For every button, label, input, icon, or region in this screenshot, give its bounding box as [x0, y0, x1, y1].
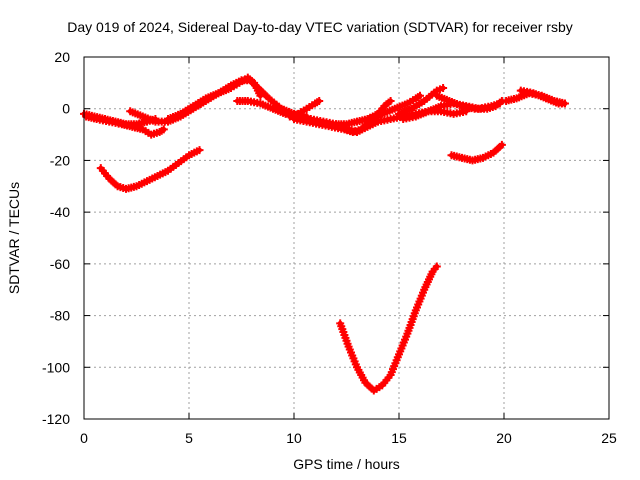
data-series: [80, 73, 569, 395]
x-tick-label: 15: [391, 430, 407, 446]
data-point: [560, 99, 569, 108]
axis-ticks: 0 5 10 15 20 25 20 0 -20 -40 -60 -80 -100 -120: [42, 49, 617, 446]
y-tick-label: -100: [42, 359, 70, 375]
series-arc-13: [432, 91, 506, 113]
x-axis-label: GPS time / hours: [293, 456, 400, 472]
series-arc-14: [336, 262, 441, 395]
series-arc-7: [285, 96, 324, 121]
y-tick-label: -40: [50, 204, 70, 220]
series-arc-2: [82, 112, 168, 139]
series-arc-3: [96, 146, 204, 193]
data-point: [386, 96, 395, 105]
y-tick-label: -120: [42, 411, 70, 427]
data-point: [439, 84, 448, 93]
y-tick-label: -60: [50, 256, 70, 272]
plot-frame: [83, 56, 610, 420]
series-arc-5: [164, 73, 265, 124]
data-point: [159, 125, 168, 134]
x-tick-label: 20: [496, 430, 512, 446]
y-tick-label: -20: [50, 152, 70, 168]
chart-title: Day 019 of 2024, Sidereal Day-to-day VTE…: [67, 19, 573, 35]
series-arc-15: [447, 140, 506, 165]
data-point: [256, 91, 265, 100]
y-tick-label: 20: [54, 49, 70, 65]
series-arc-11: [395, 84, 448, 118]
x-tick-label: 0: [80, 430, 88, 446]
data-point: [497, 140, 506, 149]
y-tick-label: -80: [50, 308, 70, 324]
y-tick-label: 0: [62, 101, 70, 117]
x-tick-label: 5: [185, 430, 193, 446]
data-point: [432, 262, 441, 271]
x-tick-label: 25: [601, 430, 617, 446]
grid-lines: [84, 57, 609, 419]
x-tick-label: 10: [286, 430, 302, 446]
series-arc-17: [516, 86, 569, 108]
data-point: [315, 96, 324, 105]
data-point: [195, 146, 204, 155]
data-point: [416, 91, 424, 100]
series-arc-4: [126, 76, 311, 126]
y-axis-label: SDTVAR / TECUs: [6, 181, 22, 295]
series-arc-10: [365, 91, 424, 124]
